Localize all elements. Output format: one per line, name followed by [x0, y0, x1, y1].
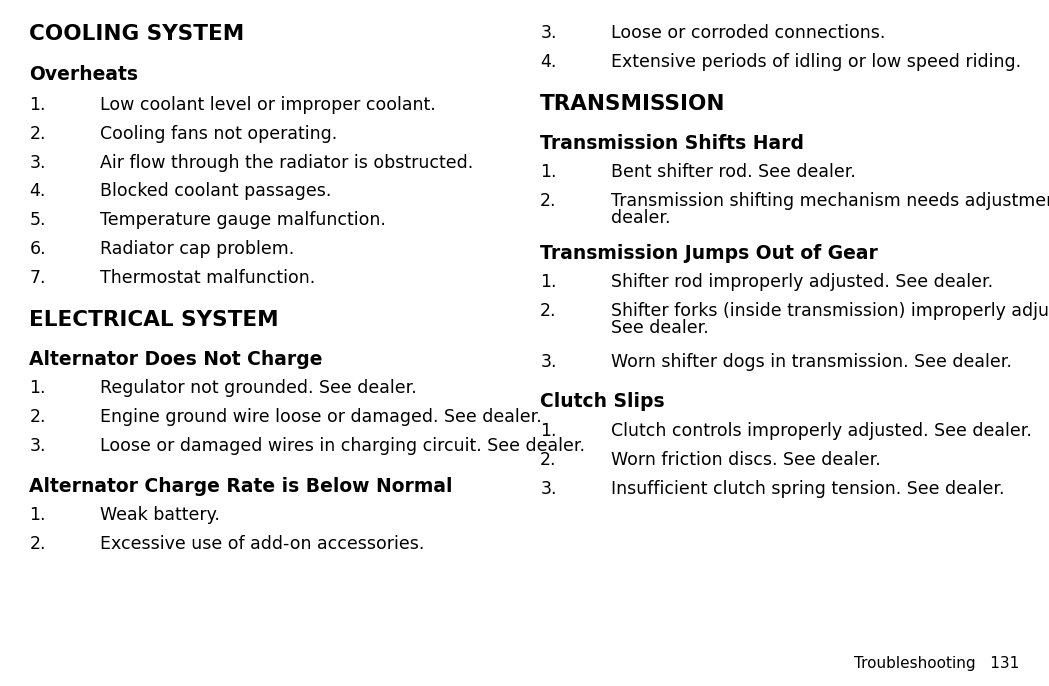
- Text: ELECTRICAL SYSTEM: ELECTRICAL SYSTEM: [29, 310, 279, 330]
- Text: Worn shifter dogs in transmission. See dealer.: Worn shifter dogs in transmission. See d…: [611, 353, 1011, 371]
- Text: Overheats: Overheats: [29, 65, 138, 84]
- Text: COOLING SYSTEM: COOLING SYSTEM: [29, 24, 244, 44]
- Text: Troubleshooting   131: Troubleshooting 131: [854, 656, 1020, 671]
- Text: 7.: 7.: [29, 269, 46, 287]
- Text: Worn friction discs. See dealer.: Worn friction discs. See dealer.: [611, 451, 880, 469]
- Text: 3.: 3.: [29, 154, 46, 172]
- Text: Low coolant level or improper coolant.: Low coolant level or improper coolant.: [100, 96, 435, 114]
- Text: Weak battery.: Weak battery.: [100, 506, 219, 524]
- Text: Engine ground wire loose or damaged. See dealer.: Engine ground wire loose or damaged. See…: [100, 408, 541, 426]
- Text: 1.: 1.: [540, 163, 557, 181]
- Text: 3.: 3.: [540, 353, 557, 371]
- Text: dealer.: dealer.: [611, 209, 670, 227]
- Text: Radiator cap problem.: Radiator cap problem.: [100, 240, 294, 258]
- Text: Thermostat malfunction.: Thermostat malfunction.: [100, 269, 315, 287]
- Text: 4.: 4.: [29, 182, 46, 200]
- Text: 1.: 1.: [29, 379, 46, 397]
- Text: Blocked coolant passages.: Blocked coolant passages.: [100, 182, 331, 200]
- Text: Alternator Charge Rate is Below Normal: Alternator Charge Rate is Below Normal: [29, 477, 453, 496]
- Text: 3.: 3.: [540, 480, 557, 497]
- Text: Shifter rod improperly adjusted. See dealer.: Shifter rod improperly adjusted. See dea…: [611, 273, 992, 291]
- Text: 1.: 1.: [540, 422, 557, 440]
- Text: 2.: 2.: [29, 408, 46, 426]
- Text: Air flow through the radiator is obstructed.: Air flow through the radiator is obstruc…: [100, 154, 473, 172]
- Text: Extensive periods of idling or low speed riding.: Extensive periods of idling or low speed…: [611, 53, 1021, 71]
- Text: 2.: 2.: [540, 302, 557, 320]
- Text: Regulator not grounded. See dealer.: Regulator not grounded. See dealer.: [100, 379, 416, 397]
- Text: 5.: 5.: [29, 211, 46, 229]
- Text: TRANSMISSION: TRANSMISSION: [540, 94, 726, 114]
- Text: 2.: 2.: [540, 192, 557, 210]
- Text: Loose or corroded connections.: Loose or corroded connections.: [611, 24, 885, 42]
- Text: Transmission shifting mechanism needs adjustment. See: Transmission shifting mechanism needs ad…: [611, 192, 1049, 210]
- Text: Alternator Does Not Charge: Alternator Does Not Charge: [29, 350, 323, 369]
- Text: 1.: 1.: [540, 273, 557, 291]
- Text: 2.: 2.: [29, 535, 46, 553]
- Text: Clutch Slips: Clutch Slips: [540, 392, 665, 412]
- Text: See dealer.: See dealer.: [611, 319, 708, 337]
- Text: Shifter forks (inside transmission) improperly adjusted.: Shifter forks (inside transmission) impr…: [611, 302, 1049, 320]
- Text: Loose or damaged wires in charging circuit. See dealer.: Loose or damaged wires in charging circu…: [100, 437, 584, 455]
- Text: 2.: 2.: [29, 125, 46, 143]
- Text: 6.: 6.: [29, 240, 46, 258]
- Text: 1.: 1.: [29, 506, 46, 524]
- Text: Insufficient clutch spring tension. See dealer.: Insufficient clutch spring tension. See …: [611, 480, 1004, 497]
- Text: Transmission Shifts Hard: Transmission Shifts Hard: [540, 134, 805, 153]
- Text: Temperature gauge malfunction.: Temperature gauge malfunction.: [100, 211, 386, 229]
- Text: 3.: 3.: [29, 437, 46, 455]
- Text: 4.: 4.: [540, 53, 557, 71]
- Text: Bent shifter rod. See dealer.: Bent shifter rod. See dealer.: [611, 163, 855, 181]
- Text: Cooling fans not operating.: Cooling fans not operating.: [100, 125, 337, 143]
- Text: 1.: 1.: [29, 96, 46, 114]
- Text: 2.: 2.: [540, 451, 557, 469]
- Text: 3.: 3.: [540, 24, 557, 42]
- Text: Transmission Jumps Out of Gear: Transmission Jumps Out of Gear: [540, 244, 878, 263]
- Text: Excessive use of add-on accessories.: Excessive use of add-on accessories.: [100, 535, 424, 553]
- Text: Clutch controls improperly adjusted. See dealer.: Clutch controls improperly adjusted. See…: [611, 422, 1031, 440]
